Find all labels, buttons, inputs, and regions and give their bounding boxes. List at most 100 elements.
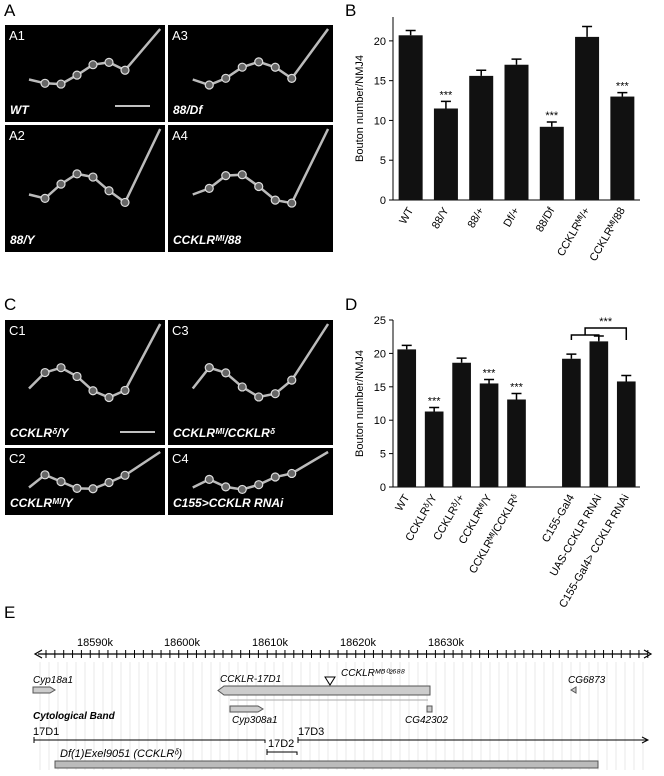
bouton [237, 170, 247, 180]
micrograph [168, 125, 333, 252]
ruler-label: 18630k [428, 637, 465, 649]
x-tick-label: WT [397, 205, 416, 226]
gene [217, 685, 431, 696]
x-tick-label: CCKLRᴹᴵ/+ [555, 206, 593, 259]
bar [479, 383, 499, 487]
error-bar [621, 374, 632, 382]
panel-label: E [4, 603, 15, 622]
y-tick-label: 20 [374, 36, 386, 48]
x-tick-label: 88/Y [430, 205, 452, 231]
y-axis-label: Bouton number/NMJ4 [354, 55, 366, 162]
bouton [254, 480, 264, 490]
ruler-label: 18590k [77, 637, 114, 649]
y-tick-label: 15 [374, 382, 386, 394]
bouton [88, 60, 98, 70]
y-tick-label: 25 [374, 315, 386, 327]
bouton [120, 197, 130, 208]
significance: *** [428, 396, 442, 408]
bouton [254, 181, 264, 192]
image-caption: CCKLRᴹᴵ/88 [173, 233, 241, 247]
image-label: C3 [172, 323, 189, 338]
panel-label: A [4, 1, 16, 20]
bar [610, 96, 635, 200]
bar [398, 35, 423, 200]
error-bar [456, 357, 467, 363]
image-caption: CCKLRᴹᴵ/Y [10, 496, 74, 510]
error-bar [546, 121, 557, 127]
x-tick-label: 88/Df [534, 205, 558, 235]
gene-label: CG42302 [405, 715, 448, 726]
bouton [120, 385, 130, 396]
image-label: A1 [9, 28, 25, 43]
bar [469, 75, 494, 200]
bouton [204, 80, 214, 90]
bar [616, 381, 636, 487]
error-bar [511, 58, 522, 65]
image-caption: WT [10, 103, 30, 117]
bouton [270, 472, 280, 482]
band-label: 17D1 [33, 726, 59, 738]
gene-label: CCKLRᴹᴮ⁰²⁶⁸⁸ [341, 668, 405, 679]
bouton [120, 470, 130, 480]
y-tick-label: 10 [374, 415, 386, 427]
gene-label: Cyp308a1 [232, 715, 278, 726]
bouton [104, 477, 114, 488]
y-tick-label: 0 [380, 195, 386, 207]
bar [562, 358, 581, 487]
bouton [56, 79, 66, 89]
bouton [204, 474, 214, 484]
image-caption: CCKLRᵟ/Y [10, 426, 69, 440]
micrograph [168, 448, 333, 515]
gene [570, 686, 577, 694]
band-label: 17D3 [298, 726, 324, 738]
image-label: A3 [172, 28, 188, 43]
bouton [88, 386, 98, 396]
y-tick-label: 20 [374, 348, 386, 360]
micrograph [168, 320, 333, 445]
panel-label: B [345, 1, 356, 20]
gene-label: CCKLR-17D1 [220, 674, 281, 685]
image-label: A4 [172, 128, 188, 143]
ruler [33, 649, 653, 659]
x-tick-label: CCKLRᴹᴵ/88 [588, 206, 628, 264]
bouton [254, 392, 264, 402]
bouton [40, 367, 50, 378]
bar [539, 126, 564, 200]
micrograph [5, 448, 165, 515]
y-tick-label: 5 [380, 155, 386, 167]
x-tick-label: CCKLRᴹᴵ/CCKLRᵟ [467, 493, 522, 576]
y-tick-label: 10 [374, 115, 386, 127]
bouton [270, 195, 280, 205]
bar [433, 108, 458, 200]
bouton [221, 73, 231, 83]
bar [504, 64, 529, 200]
bar [575, 36, 600, 201]
significance: *** [483, 367, 497, 379]
band [297, 736, 650, 744]
gene [32, 686, 56, 694]
bouton [40, 470, 50, 480]
error-bar [617, 91, 628, 97]
gene-label: CG6873 [568, 675, 606, 686]
y-axis-label: Bouton number/NMJ4 [354, 350, 366, 457]
bouton [237, 484, 247, 495]
bouton [120, 65, 130, 75]
insertion [324, 676, 336, 686]
bouton [204, 363, 214, 373]
bar [397, 349, 417, 487]
error-bar [440, 100, 451, 109]
image-caption: 88/Y [10, 233, 36, 247]
y-tick-label: 0 [380, 482, 386, 494]
bar [452, 362, 471, 487]
micrograph [5, 125, 165, 252]
gene [229, 705, 264, 713]
bouton [56, 179, 66, 189]
bouton [104, 186, 114, 196]
error-bar [401, 344, 412, 350]
ruler-label: 18620k [340, 637, 377, 649]
bouton [221, 368, 231, 378]
x-tick-label: Df/+ [501, 206, 522, 230]
bouton [287, 375, 297, 385]
image-caption: CCKLRᴹᴵ/CCKLRᵟ [173, 426, 276, 440]
